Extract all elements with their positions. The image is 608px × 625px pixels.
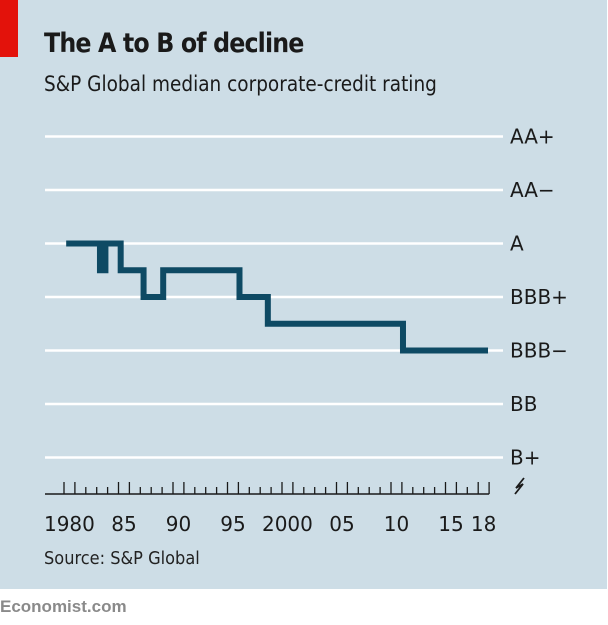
chart-title: The A to B of decline bbox=[44, 28, 304, 59]
x-tick-label: 90 bbox=[166, 512, 191, 536]
x-tick-label: 10 bbox=[384, 512, 409, 536]
y-tick-label: AA− bbox=[510, 178, 555, 202]
y-tick-label: BBB− bbox=[510, 339, 568, 363]
red-tag-marker bbox=[0, 0, 18, 57]
x-axis-labels: 1980 85 90 95 2000 05 10 15 18 bbox=[44, 512, 496, 536]
y-tick-label: B+ bbox=[510, 446, 540, 470]
y-tick-label: AA+ bbox=[510, 125, 555, 149]
y-tick-label: BBB+ bbox=[510, 285, 568, 309]
source-note: Source: S&P Global bbox=[44, 548, 200, 569]
x-tick-label: 05 bbox=[329, 512, 354, 536]
x-tick-label: 1980 bbox=[44, 512, 95, 536]
x-tick-label: 85 bbox=[111, 512, 136, 536]
series-layer bbox=[66, 240, 489, 354]
x-tick-label: 2000 bbox=[262, 512, 313, 536]
chart-subtitle: S&P Global median corporate-credit ratin… bbox=[44, 72, 437, 96]
axis-break-icon bbox=[514, 477, 525, 495]
y-tick-label: BB bbox=[510, 392, 537, 416]
economist-brand: Economist.com bbox=[0, 597, 127, 616]
x-tick-label: 18 bbox=[471, 512, 496, 536]
gridlines bbox=[45, 135, 503, 459]
x-tick-label: 15 bbox=[438, 512, 463, 536]
x-tick-label: 95 bbox=[220, 512, 245, 536]
series-line bbox=[66, 240, 489, 354]
y-tick-label: A bbox=[510, 232, 524, 256]
x-axis bbox=[45, 482, 490, 495]
